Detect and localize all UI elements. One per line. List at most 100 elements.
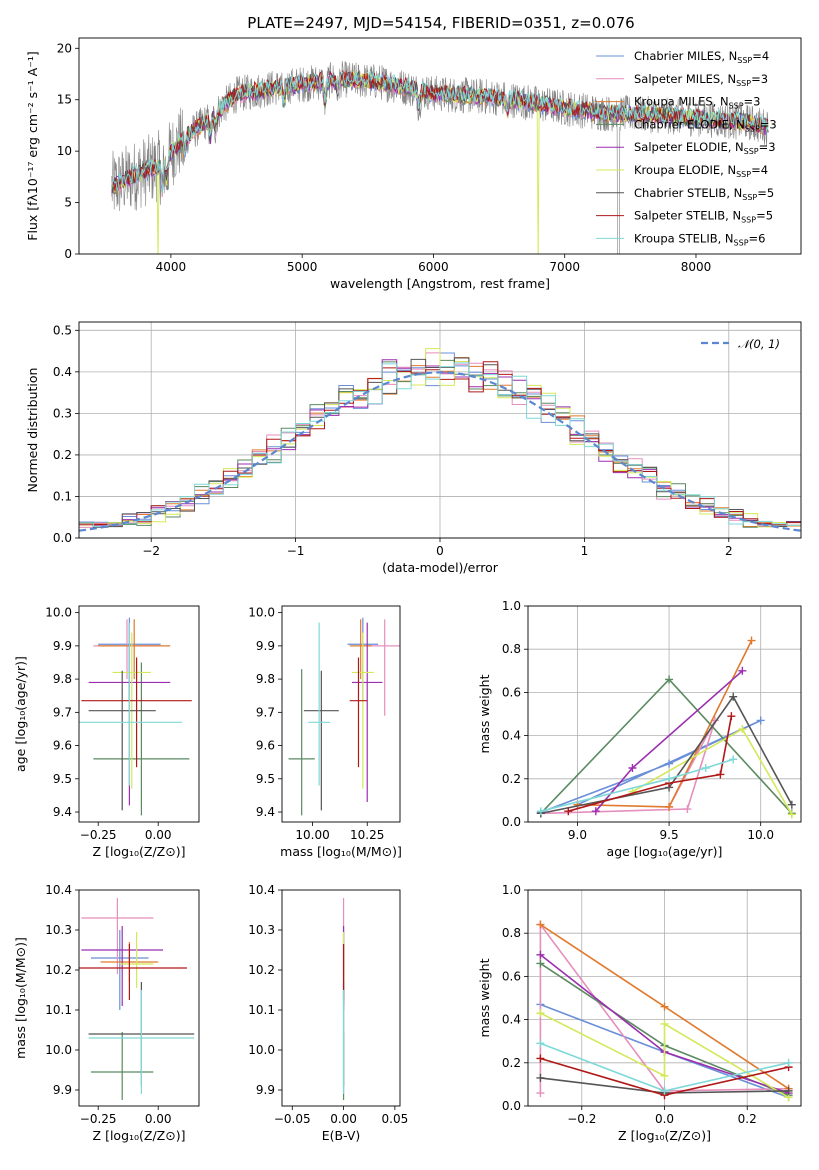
weight-point-marker: [738, 725, 747, 734]
weight-point-marker: [536, 1009, 545, 1018]
legend-entry-name: Kroupa ELODIE, N: [634, 163, 736, 177]
y-tick-label: 10.0: [248, 1043, 275, 1057]
legend-entry-name: Chabrier MILES, N: [634, 49, 737, 63]
weight-point-marker: [536, 1054, 545, 1063]
weight-point-marker: [784, 1058, 793, 1067]
x-axis-label: wavelength [Angstrom, rest frame]: [330, 276, 550, 291]
legend-entry-name: Kroupa STELIB, N: [634, 231, 734, 245]
x-tick-label: 6000: [418, 260, 449, 274]
weight-point-marker: [787, 800, 796, 809]
axes-frame: [281, 605, 401, 823]
y-tick-label: 0.5: [53, 323, 72, 337]
x-tick-label: −1: [287, 544, 305, 558]
y-tick-label: 9.8: [53, 672, 72, 686]
y-tick-label: 10.2: [248, 963, 275, 977]
y-tick-label: 9.5: [53, 772, 72, 786]
legend-entry-suffix: =3: [760, 117, 777, 131]
plot-area: [79, 617, 192, 816]
weight-point-marker: [683, 805, 692, 814]
weight-point-marker: [784, 1086, 793, 1095]
y-tick-label: 5: [64, 196, 72, 210]
legend-entry-suffix: =5: [756, 209, 773, 223]
weight-series-line: [540, 1012, 790, 1099]
legend-entry-subscript: SSP: [742, 193, 757, 202]
weight-point-marker: [747, 636, 756, 645]
x-tick-label: 0.05: [382, 1112, 409, 1126]
x-tick-label: 1: [581, 544, 589, 558]
y-tick-label: 0.6: [502, 685, 521, 699]
legend-entry-suffix: =5: [757, 186, 774, 200]
legend-entry-name: Salpeter MILES, N: [634, 72, 736, 86]
weight-point-marker: [660, 1071, 669, 1080]
legend-entry-suffix: =3: [751, 72, 768, 86]
x-tick-label: 2: [725, 544, 733, 558]
figure-title: PLATE=2497, MJD=54154, FIBERID=0351, z=0…: [247, 14, 634, 32]
x-axis-label: E(B-V): [322, 1128, 361, 1143]
y-tick-label: 9.9: [53, 1083, 72, 1097]
weight-series-line: [577, 640, 753, 808]
legend-entry-name: Chabrier STELIB, N: [634, 186, 742, 200]
legend-entry-subscript: SSP: [741, 216, 756, 225]
y-tick-label: 9.9: [53, 639, 72, 653]
legend-entry: Kroupa STELIB, NSSP=6: [634, 231, 765, 247]
spectrum-panel: 4000 5000 6000 7000 8000 0 5 10 15 20 wavelength […: [25, 37, 802, 291]
x-axis-label: mass [log₁₀(M/M⊙)]: [280, 844, 402, 859]
legend-entry: Chabrier STELIB, NSSP=5: [634, 186, 774, 202]
y-tick-label: 0.2: [53, 448, 72, 462]
axes-frame: [527, 889, 802, 1107]
weight-point-marker: [787, 810, 796, 819]
legend-entry-suffix: =4: [752, 49, 769, 63]
legend-entry-name: Kroupa MILES, N: [634, 95, 729, 109]
y-tick-label: 9.4: [256, 805, 275, 819]
legend-entry-subscript: SSP: [729, 102, 744, 111]
x-tick-label: 10.25: [350, 828, 384, 842]
weight-point-marker: [665, 759, 674, 768]
weight-series-line: [539, 922, 789, 1093]
legend-entry-name: Salpeter ELODIE, N: [634, 140, 744, 154]
weight-point-marker: [660, 1019, 669, 1028]
x-tick-label: 0: [436, 544, 444, 558]
weight-series-line: [540, 758, 734, 812]
y-tick-label: 9.6: [53, 739, 72, 753]
weight-point-marker: [536, 1089, 545, 1098]
y-tick-label: 0.4: [502, 1013, 521, 1027]
axes-frame: [281, 889, 401, 1107]
weight-point-marker: [756, 716, 765, 725]
weight-point-marker: [729, 692, 738, 701]
y-tick-label: 0.0: [53, 531, 72, 545]
age-vs-mass-panel: 10.00 10.25 9.4 9.5 9.6 9.7 9.8 9.9 10.0 mass [lo…: [248, 605, 402, 859]
y-tick-label: 0.3: [53, 406, 72, 420]
y-tick-label: 9.7: [256, 705, 275, 719]
y-axis-label: mass [log₁₀(M/M⊙)]: [13, 937, 28, 1059]
weight-point-marker: [665, 774, 674, 783]
y-tick-label: 9.7: [53, 705, 72, 719]
mass-vs-metallicity-panel: −0.25 0.00 9.9 10.0 10.1 10.2 10.3 10.4 Z [log₁₀…: [13, 883, 200, 1143]
y-axis-label: mass weight: [477, 958, 492, 1037]
x-axis-label: Z [log₁₀(Z/Z⊙)]: [618, 1128, 711, 1143]
weight-point-marker: [738, 666, 747, 675]
weight-series-line: [540, 678, 793, 814]
weight-point-marker: [716, 770, 725, 779]
y-tick-label: 10.1: [45, 1003, 72, 1017]
legend-entry: Chabrier MILES, NSSP=4: [634, 49, 769, 65]
legend-entry: 𝒩(0, 1): [738, 337, 780, 351]
y-tick-label: 0.1: [53, 489, 72, 503]
x-tick-label: −0.2: [567, 1112, 596, 1126]
legend-entry-subscript: SSP: [734, 238, 749, 247]
y-tick-label: 10.4: [248, 883, 275, 897]
y-tick-label: 0.8: [502, 642, 521, 656]
legend-entry-suffix: =6: [749, 231, 766, 245]
y-axis-label: age [log₁₀(age/yr)]: [13, 656, 28, 772]
x-tick-label: 10.00: [295, 828, 329, 842]
y-tick-label: 10.4: [45, 883, 72, 897]
plot-area: [79, 348, 801, 538]
legend-entry: Salpeter MILES, NSSP=3: [634, 72, 768, 88]
plot-area: [288, 617, 400, 816]
x-axis-label: (data-model)/error: [382, 560, 499, 575]
legend-entry: Kroupa ELODIE, NSSP=4: [634, 163, 768, 179]
weight-point-marker: [628, 764, 637, 772]
y-tick-label: 9.9: [256, 1083, 275, 1097]
y-tick-label: 9.6: [256, 739, 275, 753]
legend-entry-name: Chabrier ELODIE, N: [634, 117, 745, 131]
axes-frame: [78, 605, 200, 823]
